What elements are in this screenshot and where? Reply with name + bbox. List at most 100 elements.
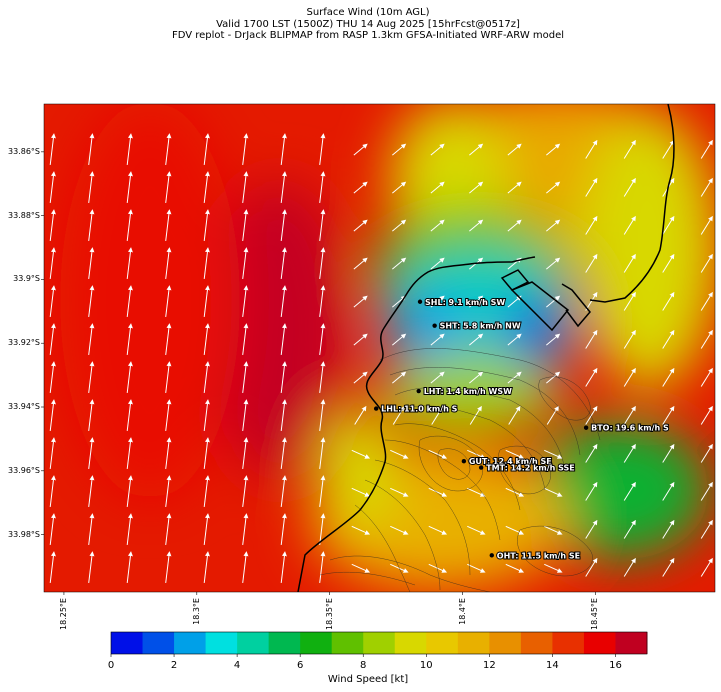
wind-arrow [428, 563, 448, 573]
wind-arrow [353, 371, 368, 384]
colorbar-tick-label: 12 [482, 660, 496, 671]
station-marker[interactable] [489, 553, 494, 558]
wind-arrow [49, 513, 56, 545]
wind-arrow [242, 285, 249, 317]
wind-arrow [700, 367, 713, 387]
wind-arrow [280, 361, 287, 393]
wind-arrow [165, 247, 172, 279]
y-tick-label: 33.94°S [8, 402, 40, 411]
wind-arrow [469, 181, 484, 194]
wind-arrow [126, 247, 133, 279]
colorbar-swatch [331, 632, 364, 654]
wind-arrow [126, 551, 133, 583]
wind-arrow [319, 551, 326, 583]
wind-arrow [392, 143, 407, 156]
wind-arrow [280, 475, 287, 507]
wind-arrow [280, 513, 287, 545]
wind-arrow [505, 449, 525, 459]
wind-arrow [430, 143, 445, 156]
wind-arrow [49, 475, 56, 507]
wind-arrow [505, 525, 525, 535]
wind-arrow [165, 437, 172, 469]
wind-arrow [203, 247, 210, 279]
colorbar-swatch [174, 632, 207, 654]
wind-arrow [585, 215, 598, 235]
wind-arrow [88, 361, 95, 393]
wind-arrow [623, 139, 636, 159]
station-label: SHL: 9.1 km/h SW [425, 298, 505, 307]
wind-arrow [662, 139, 675, 159]
wind-arrow [507, 219, 522, 232]
wind-arrow [390, 487, 409, 497]
wind-arrow [88, 247, 95, 279]
y-tick-label: 33.98°S [8, 529, 40, 539]
wind-arrow [428, 487, 448, 497]
wind-arrows [49, 133, 713, 583]
wind-arrow [49, 285, 56, 317]
wind-arrow [319, 247, 326, 279]
station-marker[interactable] [417, 299, 423, 304]
y-axis-ticks [41, 151, 44, 535]
wind-arrow [88, 133, 95, 165]
wind-arrow [49, 209, 56, 241]
station-label: BTO: 19.6 km/h S [591, 424, 669, 433]
wind-arrow [469, 143, 484, 156]
wind-arrow [507, 333, 522, 346]
colorbar-swatch [615, 632, 648, 654]
wind-arrow [585, 177, 598, 197]
wind-arrow [544, 525, 563, 535]
colorbar-frame [110, 631, 648, 655]
wind-arrow [353, 333, 368, 346]
wind-arrow [662, 329, 675, 349]
wind-arrow [165, 399, 172, 431]
wind-arrow [467, 525, 486, 535]
station-label: OHT: 11.5 km/h SE [497, 551, 580, 560]
wind-arrow [126, 437, 133, 469]
wind-arrow [319, 361, 326, 393]
wind-arrow [280, 209, 287, 241]
wind-arrow [507, 295, 522, 308]
wind-arrow [242, 551, 249, 583]
colorbar-swatch [205, 632, 238, 654]
station-marker[interactable] [432, 323, 437, 328]
wind-arrow [585, 253, 598, 273]
y-tick-label: 33.9°S [13, 274, 40, 284]
wind-arrow [280, 285, 287, 317]
station-marker[interactable] [583, 425, 589, 430]
wind-arrow [700, 329, 713, 349]
wind-arrow [242, 247, 249, 279]
colorbar-swatch [489, 632, 522, 654]
wind-arrow [662, 443, 675, 463]
y-tick-label: 33.92°S [8, 338, 40, 348]
wind-arrow [353, 257, 368, 270]
wind-arrow [623, 291, 636, 311]
station-marker[interactable] [416, 388, 421, 394]
map-panel: SHL: 9.1 km/h SW SHT: 5.8 km/h NW LHT: 1.4… [44, 104, 715, 592]
x-tick-label: 18.45°E [590, 598, 600, 630]
station-marker[interactable] [373, 406, 379, 411]
wind-arrow [546, 181, 561, 194]
wind-arrow [662, 481, 675, 501]
wind-arrow [353, 181, 368, 194]
wind-arrow [280, 399, 287, 431]
wind-arrow [428, 525, 448, 535]
wind-arrow [700, 481, 713, 501]
wind-arrow [700, 139, 713, 159]
wind-arrow [469, 295, 484, 308]
colorbar-tick-label: 0 [107, 660, 115, 671]
wind-arrow [165, 133, 172, 165]
station-marker[interactable] [461, 459, 467, 464]
wind-arrow [126, 361, 133, 393]
x-tick-label: 18.3°E [191, 598, 201, 625]
wind-arrow [505, 487, 525, 497]
wind-arrow [319, 513, 326, 545]
station-marker[interactable] [478, 465, 484, 470]
wind-arrow [354, 405, 367, 425]
wind-arrow [585, 139, 598, 159]
wind-arrow [353, 219, 368, 232]
wind-arrow [165, 323, 172, 355]
map-title: Surface Wind (10m AGL) Valid 1700 LST (1… [0, 7, 721, 42]
wind-arrow [392, 295, 407, 308]
y-tick-label: 33.86°S [8, 146, 40, 156]
wind-arrow [88, 399, 95, 431]
